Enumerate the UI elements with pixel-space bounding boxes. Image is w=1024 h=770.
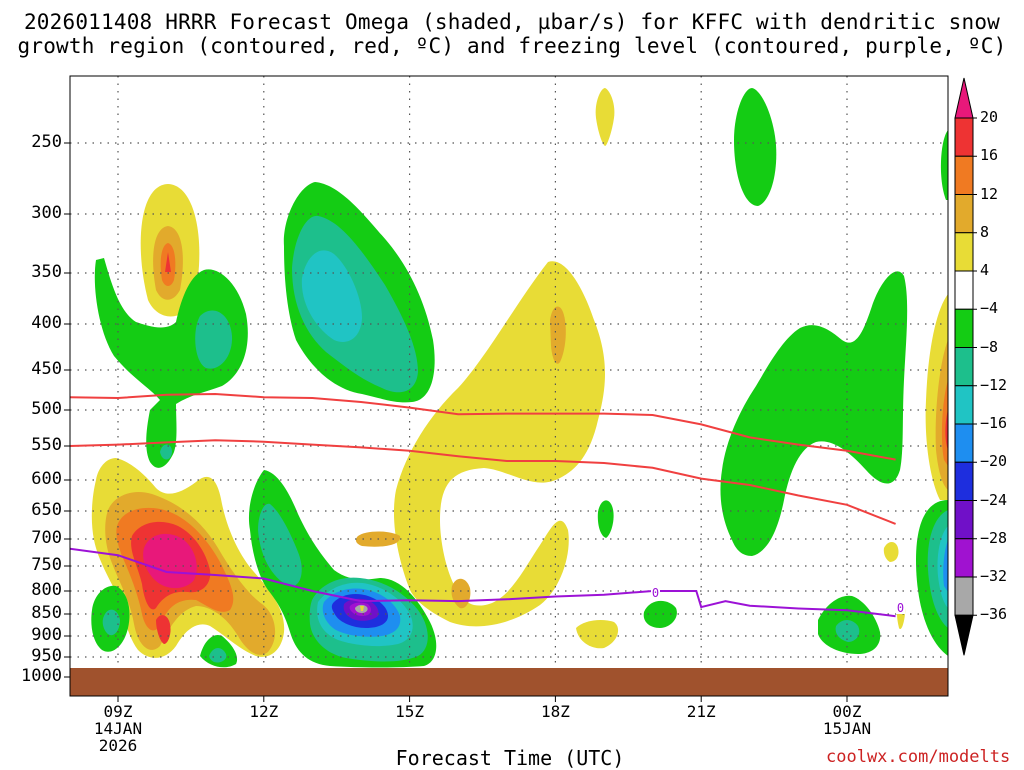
omega-lift-region [550, 306, 566, 364]
omega-sink-region [195, 310, 233, 369]
y-axis-tick-label: 600 [31, 469, 62, 489]
ground-surface [70, 668, 948, 696]
colorbar-swatch [954, 308, 974, 348]
y-axis-tick-label: 400 [31, 313, 62, 333]
colorbar-label: −36 [980, 605, 1008, 624]
omega-lift-region [165, 252, 171, 272]
x-axis-tick-label: 14JAN [93, 719, 143, 738]
omega-sink-region [720, 271, 908, 556]
y-axis-tick-label: 950 [31, 646, 62, 666]
y-axis-tick-label: 250 [31, 132, 62, 152]
omega-lift-region [883, 542, 899, 562]
y-axis-tick-label: 850 [31, 603, 62, 623]
freezing-level-contour-label: 0 [897, 601, 904, 615]
colorbar-swatch [954, 423, 974, 463]
plot-grid [70, 76, 948, 668]
colorbar-label: −12 [980, 375, 1008, 394]
omega-lift-region [945, 410, 948, 450]
omega-lift-region [360, 606, 364, 611]
colorbar-label: −8 [980, 337, 999, 356]
colorbar-swatch [954, 614, 974, 656]
colorbar-label: −20 [980, 452, 1008, 471]
y-axis-tick-label: 800 [31, 580, 62, 600]
omega-sink-region [597, 500, 614, 538]
y-axis-tick-label: 550 [31, 435, 62, 455]
x-axis-tick-label: 21Z [686, 702, 716, 721]
omega-sink-region [734, 88, 777, 206]
omega-shaded-field [91, 88, 948, 668]
colorbar-swatch [954, 461, 974, 501]
colorbar-swatch [954, 194, 974, 234]
colorbar-swatch [954, 117, 974, 157]
freezing-level-contour-label: 0 [652, 586, 659, 600]
colorbar-label: −32 [980, 567, 1008, 585]
colorbar-label: 12 [980, 184, 999, 203]
x-axis-tick-label: 18Z [540, 702, 570, 721]
contour-label-bg [896, 601, 905, 614]
plot-frame [69, 75, 949, 697]
omega-sink-region [940, 130, 948, 200]
omega-lift-region [595, 88, 615, 146]
source-credit: coolwx.com/modelts [826, 747, 1011, 767]
y-axis-tick-label: 350 [31, 262, 62, 282]
omega-sink-region [94, 258, 248, 468]
colorbar [954, 77, 977, 656]
colorbar-label: 16 [980, 146, 999, 165]
omega-lift-region [156, 615, 171, 644]
y-axis-tick-label: 1000 [21, 666, 62, 686]
y-axis-tick-label: 500 [31, 399, 62, 419]
y-axis-tick-label: 450 [31, 359, 62, 379]
omega-sink-region [160, 444, 172, 460]
colorbar-label: −28 [980, 528, 1008, 547]
colorbar-swatch [954, 576, 974, 616]
colorbar-label: −24 [980, 490, 1008, 509]
colorbar-swatch [954, 232, 974, 272]
omega-sink-region [209, 648, 227, 663]
colorbar-label: 4 [980, 261, 990, 279]
colorbar-label: −4 [980, 299, 999, 318]
colorbar-swatch [954, 347, 974, 387]
x-axis-ticks [117, 696, 848, 702]
colorbar-swatch [954, 500, 974, 540]
chart-title-line-1: 2026011408 HRRR Forecast Omega (shaded, … [23, 10, 1001, 34]
omega-sink-region [102, 609, 120, 636]
colorbar-swatch [954, 77, 974, 119]
omega-sink-region [943, 540, 948, 592]
x-axis-tick-label: 09Z [103, 702, 133, 721]
colorbar-label: −16 [980, 414, 1008, 432]
omega-lift-region [576, 620, 619, 649]
y-axis-ticks [64, 142, 70, 678]
omega-sink-region [301, 250, 362, 342]
x-axis-tick-label: 2026 [98, 736, 138, 755]
x-axis-title: Forecast Time (UTC) [395, 746, 625, 770]
colorbar-label: 20 [980, 108, 999, 126]
x-axis-tick-label: 12Z [249, 702, 279, 721]
y-axis-tick-label: 650 [31, 500, 62, 520]
x-axis-tick-label: 15JAN [822, 719, 872, 738]
omega-lift-region [143, 533, 197, 589]
colorbar-label: 8 [980, 222, 990, 241]
colorbar-swatch [954, 538, 974, 578]
colorbar-swatch [954, 155, 974, 195]
dendritic-growth-contour [70, 439, 896, 525]
omega-sink-region [258, 503, 302, 587]
contour-lines [70, 392, 896, 618]
colorbar-swatch [954, 385, 974, 425]
y-axis-tick-label: 300 [31, 203, 62, 223]
y-axis-tick-label: 750 [31, 555, 62, 575]
omega-sink-region [643, 600, 677, 628]
dendritic-growth-contour [70, 392, 896, 461]
y-axis-tick-label: 700 [31, 528, 62, 548]
colorbar-swatch [954, 270, 974, 310]
y-axis-tick-label: 900 [31, 625, 62, 645]
x-axis-tick-label: 00Z [832, 702, 862, 721]
contour-label-bg [651, 586, 660, 599]
freezing-level-contour [70, 547, 896, 618]
chart-title-line-2: growth region (contoured, red, ºC) and f… [17, 34, 1007, 58]
x-axis-tick-label: 15Z [395, 702, 425, 721]
